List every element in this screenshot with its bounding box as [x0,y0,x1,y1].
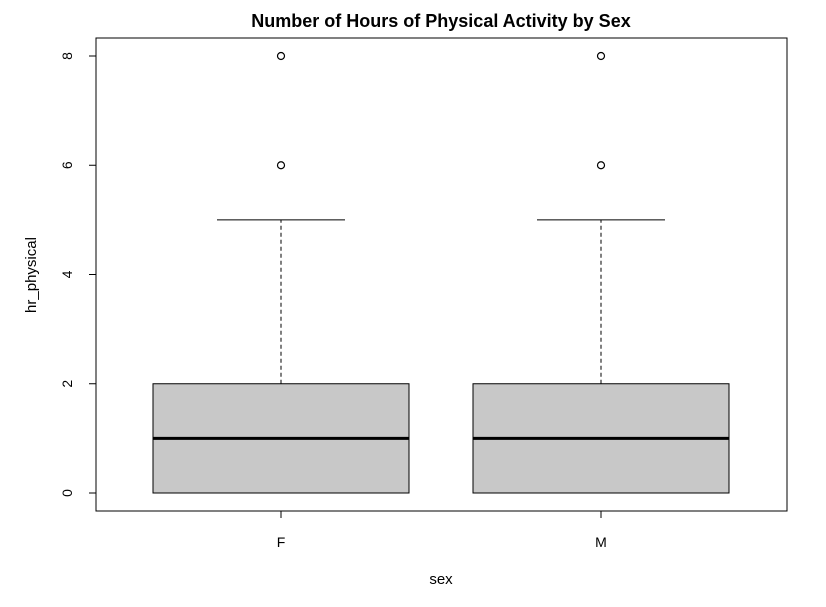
box-M [472,51,730,494]
y-tick-label-8: 8 [59,52,75,60]
y-tick-label-0: 0 [59,489,75,497]
y-axis-label: hr_physical [23,237,40,313]
outlier-M-8 [596,51,606,61]
outlier-F-8 [276,51,286,61]
y-axis: 0 2 4 6 8 [59,52,97,497]
x-tick-label-F: F [277,534,286,550]
y-tick-label-6: 6 [59,161,75,169]
chart-title: Number of Hours of Physical Activity by … [251,11,630,31]
x-axis-label: sex [429,571,453,588]
y-tick-label-2: 2 [59,380,75,388]
boxes [152,51,730,494]
x-tick-label-M: M [595,534,607,550]
box-F [152,51,410,494]
y-tick-label-4: 4 [59,270,75,278]
outlier-F-6 [276,161,286,170]
outlier-M-6 [596,161,606,170]
